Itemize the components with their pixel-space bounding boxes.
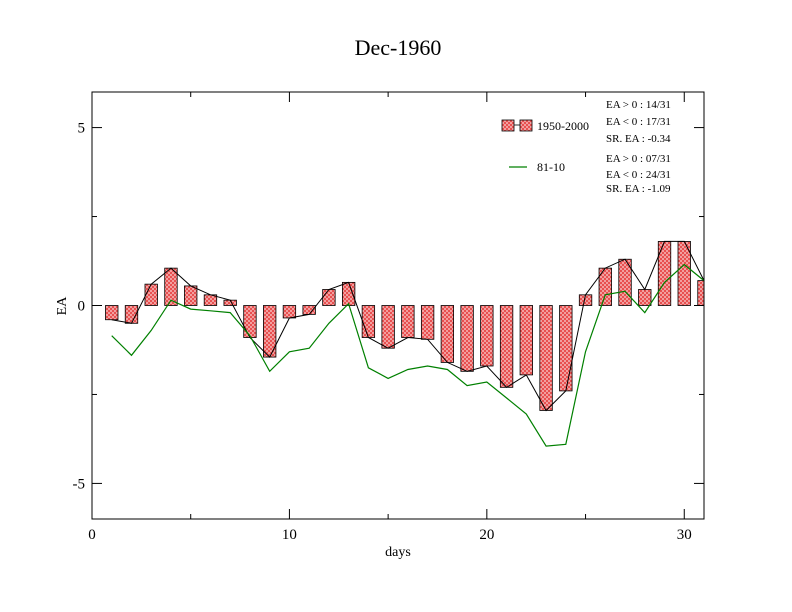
bar-day-14 <box>361 305 376 338</box>
bar-day-5 <box>184 285 198 306</box>
bar-day-16 <box>401 305 415 338</box>
legend-label-line: 81-10 <box>537 160 565 174</box>
y-axis-label: EA <box>55 296 70 316</box>
legend-bar-swatch-left <box>501 119 515 132</box>
x-tick-label: 20 <box>479 527 494 543</box>
stats-line-sr: SR. EA : -1.09 <box>606 183 671 195</box>
bar-day-21 <box>499 305 514 388</box>
bar-day-20 <box>480 305 494 367</box>
y-tick-label: -5 <box>73 476 86 492</box>
chart-title: Dec-1960 <box>355 35 442 60</box>
stats-line-negative: EA < 0 : 24/31 <box>606 169 671 181</box>
legend-label-bars: 1950-2000 <box>537 119 589 133</box>
x-tick-label: 0 <box>88 527 96 543</box>
series-81-10-line <box>111 263 705 447</box>
bar-day-17 <box>420 305 435 340</box>
bar-day-23 <box>539 305 553 411</box>
bar-day-11 <box>302 305 316 315</box>
y-tick-label: 5 <box>78 121 86 137</box>
bar-day-3 <box>144 283 158 306</box>
bar-day-28 <box>638 289 652 306</box>
bar-day-18 <box>440 305 455 363</box>
bar-day-10 <box>282 305 297 319</box>
bar-day-1 <box>105 305 119 321</box>
bar-day-24 <box>559 305 573 392</box>
stats-bars-positive: EA > 0 : 14/31 <box>606 99 671 111</box>
bar-day-22 <box>519 305 533 376</box>
bar-day-8 <box>243 305 257 338</box>
axis-ticks: 0 10 20 30 -5 0 5 <box>73 92 704 543</box>
bar-day-12 <box>322 289 336 306</box>
x-tick-label: 10 <box>282 527 297 543</box>
stats-line-positive: EA > 0 : 07/31 <box>606 153 671 165</box>
bar-day-15 <box>381 305 395 349</box>
bar-day-31 <box>697 280 705 306</box>
x-axis-label: days <box>385 545 411 560</box>
series-1950-2000-line <box>111 240 705 412</box>
x-tick-label: 30 <box>677 527 692 543</box>
bar-day-19 <box>460 305 474 372</box>
stats-bars-sr: SR. EA : -0.34 <box>606 133 671 145</box>
legend: 1950-2000 81-10 EA > 0 : 14/31 EA < 0 : … <box>501 99 671 195</box>
plot-marks <box>105 240 705 447</box>
legend-bar-swatch-right <box>519 119 533 132</box>
stats-bars-negative: EA < 0 : 17/31 <box>606 116 671 128</box>
y-tick-label: 0 <box>78 299 86 315</box>
